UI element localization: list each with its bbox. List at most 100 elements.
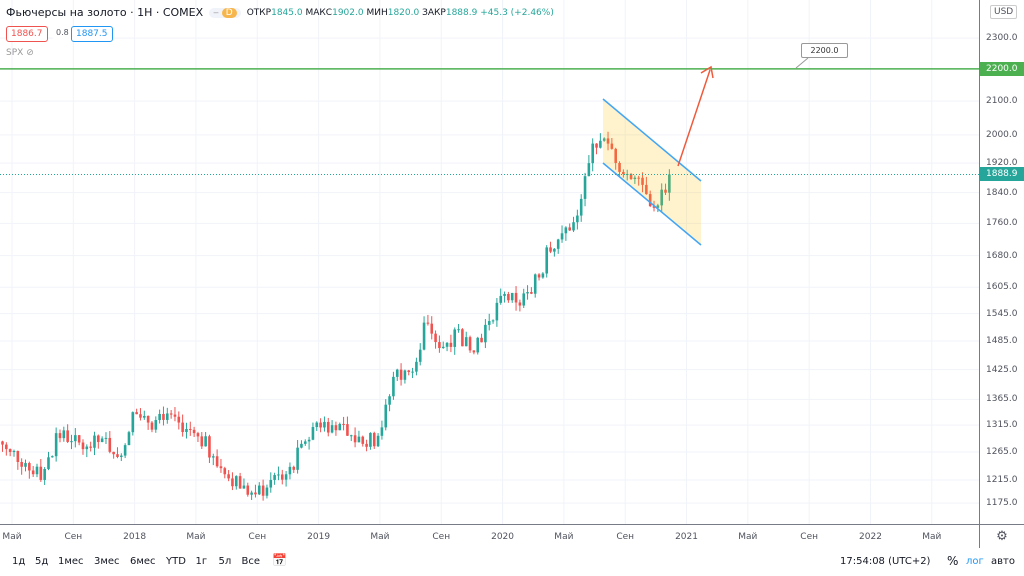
candle-body [200, 436, 204, 447]
candle-body [242, 485, 246, 489]
candle-body [461, 329, 464, 347]
range-button-7[interactable]: 5л [218, 556, 232, 567]
candle-body [568, 227, 572, 231]
ask-price[interactable]: 1887.5 [71, 26, 113, 42]
candle-body [277, 474, 280, 476]
candle-body [503, 293, 506, 296]
hidden-eye-icon[interactable]: ⊘ [26, 48, 34, 58]
candle-body [66, 430, 69, 442]
time-label: 2020 [491, 532, 514, 542]
candle-body [204, 436, 207, 447]
candle-body [169, 413, 173, 415]
candle-body [599, 140, 602, 148]
candle-body [323, 421, 326, 428]
price-label: 1175.0 [986, 498, 1018, 509]
time-axis[interactable]: Май Сен 2018 Май Сен 2019 Май Сен 2020 Май Сен 2021… [0, 524, 979, 548]
candle-body [664, 189, 667, 193]
range-button-3[interactable]: 3мес [94, 556, 120, 567]
candle-body [372, 432, 376, 447]
candle-body [591, 143, 594, 164]
candle-body [480, 337, 483, 343]
log-toggle[interactable]: лог [966, 556, 984, 567]
candle-body [196, 433, 200, 437]
candle-body [24, 463, 27, 467]
price-callout[interactable]: 2200.0 [801, 43, 848, 58]
candle-body [606, 138, 610, 144]
candle-body [62, 430, 66, 439]
price-label: 1215.0 [986, 474, 1018, 485]
candle-body [491, 320, 495, 322]
candle-body [185, 428, 188, 432]
ohlc-values: ОТКР1845.0 МАКС1902.0 МИН1820.0 ЗАКР1888… [246, 7, 554, 18]
clock[interactable]: 17:54:08 (UTC+2) [840, 556, 931, 567]
candle-body [273, 475, 276, 480]
currency-button[interactable]: USD [990, 5, 1018, 19]
range-button-0[interactable]: 1д [12, 556, 26, 567]
candle-body [326, 421, 330, 433]
symbol-title[interactable]: Фьючерсы на золото · 1H · COMEX [6, 6, 204, 19]
candle-body [81, 442, 85, 450]
candle-body [530, 292, 533, 294]
settings-gear-icon[interactable]: ⚙ [979, 524, 1024, 548]
time-label: 2021 [675, 532, 698, 542]
time-label: Май [922, 532, 942, 542]
price-label: 1265.0 [986, 447, 1018, 458]
compare-symbol[interactable]: SPX ⊘ [6, 48, 34, 58]
range-button-1[interactable]: 5д [35, 556, 49, 567]
bid-price[interactable]: 1886.7 [6, 26, 48, 42]
candle-body [388, 396, 391, 405]
price-axis[interactable]: 2300.0 2100.0 2000.0 1920.0 1840.0 1760.0 1680… [979, 0, 1024, 524]
callout-pointer [795, 57, 809, 69]
candle-body [399, 369, 403, 380]
price-label: 2000.0 [986, 129, 1018, 140]
spread: 0.8 [52, 26, 73, 39]
candle-body [369, 432, 372, 447]
candle-body [246, 485, 250, 495]
candle-body [407, 370, 411, 373]
time-label: 2018 [123, 532, 147, 542]
candle-body [349, 435, 353, 437]
date-range-calendar-icon[interactable]: 📅 [272, 553, 287, 567]
candle-body [537, 274, 541, 278]
range-button-8[interactable]: Все [241, 556, 261, 567]
candle-body [100, 438, 104, 443]
candle-body [564, 227, 568, 234]
candle-body [28, 463, 31, 471]
price-label: 1680.0 [986, 250, 1018, 261]
candle-body [20, 462, 23, 467]
price-label: 1365.0 [986, 394, 1018, 405]
candle-body [476, 337, 480, 353]
candle-body [158, 413, 161, 421]
candle-body [8, 449, 12, 453]
candle-body [219, 466, 223, 469]
candle-body [472, 350, 476, 353]
candle-body [449, 342, 453, 347]
range-button-6[interactable]: 1г [195, 556, 208, 567]
range-button-2[interactable]: 1мес [58, 556, 84, 567]
candle-body [58, 433, 62, 439]
candle-body [120, 455, 123, 457]
candle-body [618, 162, 621, 172]
candle-body [415, 361, 418, 372]
price-label: 1605.0 [986, 282, 1018, 293]
candle-body [549, 247, 552, 252]
range-button-5[interactable]: YTD [166, 556, 186, 567]
candle-body [257, 485, 261, 495]
price-chart[interactable] [0, 0, 979, 524]
interval-badge[interactable]: ‒ D [209, 7, 241, 18]
candle-body [434, 333, 437, 343]
range-button-4[interactable]: 6мес [130, 556, 156, 567]
candle-body [154, 420, 158, 430]
candle-body [411, 371, 414, 373]
candle-body [342, 423, 345, 425]
candle-body [292, 466, 296, 470]
candle-body [660, 189, 663, 206]
candle-body [131, 412, 135, 433]
candle-body [315, 422, 319, 428]
percent-toggle[interactable]: % [947, 554, 959, 568]
auto-toggle[interactable]: авто [991, 556, 1015, 567]
candle-body [215, 456, 219, 467]
candle-body [177, 416, 181, 423]
candle-body [353, 435, 357, 443]
candle-body [579, 198, 583, 216]
